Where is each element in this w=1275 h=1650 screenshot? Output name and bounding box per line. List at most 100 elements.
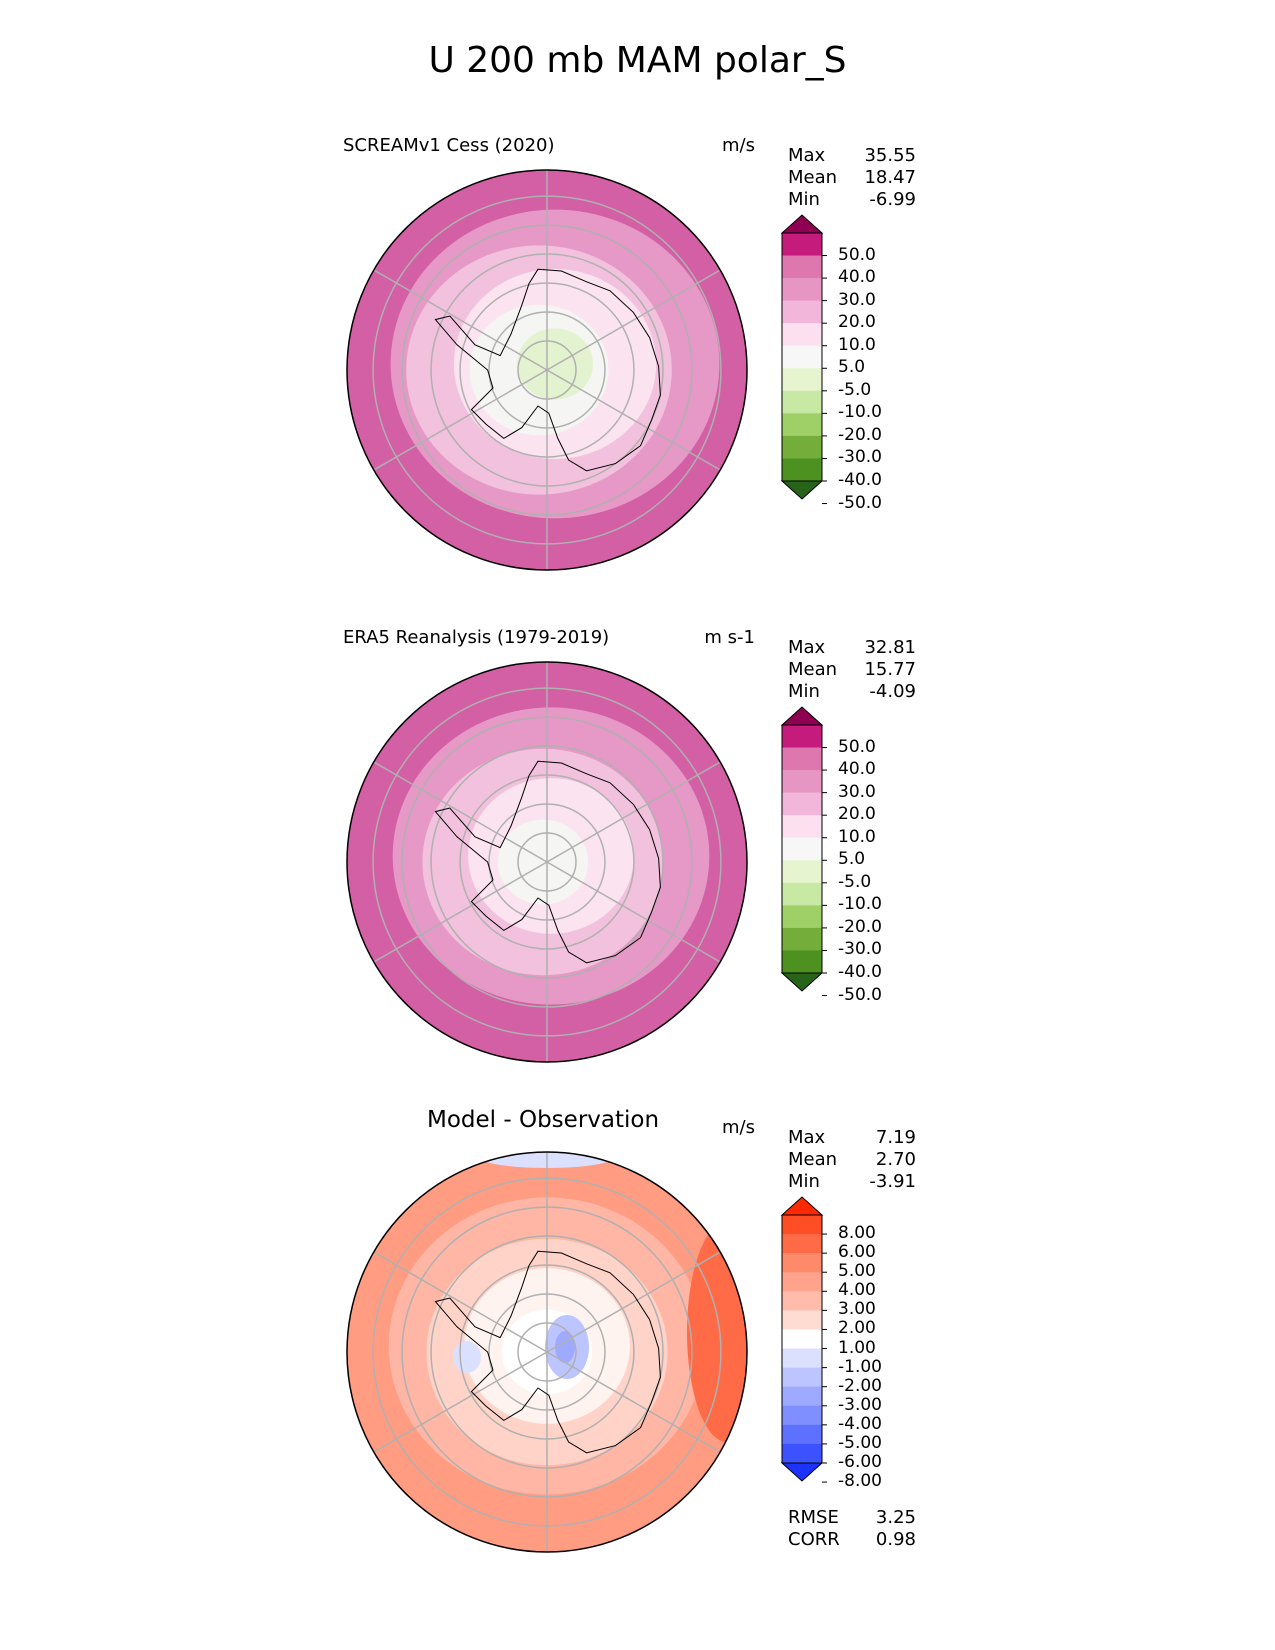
colorbar-tick-label: -6.00 bbox=[838, 1452, 882, 1472]
colorbar-segment bbox=[782, 1291, 822, 1311]
colorbar-segment bbox=[782, 1424, 822, 1445]
longitude-line bbox=[546, 761, 721, 863]
colorbar-tick-label: 20.0 bbox=[838, 804, 876, 825]
mean-label: Mean bbox=[788, 1149, 838, 1170]
colorbar-segment bbox=[782, 323, 822, 347]
colorbar-tick-label: -50.0 bbox=[838, 984, 882, 1005]
min-value: -6.99 bbox=[869, 189, 916, 210]
polar-map bbox=[346, 1151, 748, 1553]
colorbar-tick-label: 10.0 bbox=[838, 334, 876, 355]
colorbar-segment bbox=[782, 837, 822, 861]
colorbar-tick-label: -5.0 bbox=[838, 871, 872, 892]
field-layer bbox=[347, 170, 747, 570]
mean-value: 15.77 bbox=[864, 659, 916, 680]
longitude-line bbox=[373, 761, 548, 863]
colorbar-tick-label: 2.00 bbox=[838, 1318, 876, 1339]
colorbar-segment bbox=[782, 1310, 822, 1330]
field-contour-pos bbox=[687, 1222, 747, 1442]
metrics-box: RMSE 3.25 CORR 0.98 bbox=[788, 1507, 916, 1551]
polar-map bbox=[346, 661, 748, 1063]
field-contour-neg bbox=[453, 1341, 481, 1373]
rmse-label: RMSE bbox=[788, 1507, 839, 1528]
longitude-line bbox=[546, 369, 721, 471]
colorbar-extend-top bbox=[780, 706, 824, 726]
colorbar-segment bbox=[782, 905, 822, 929]
colorbar-tick-label: -30.0 bbox=[838, 939, 882, 960]
colorbar-tick-label: -2.00 bbox=[838, 1375, 882, 1396]
colorbar-segment bbox=[782, 300, 822, 324]
colorbar-segment bbox=[782, 1215, 822, 1235]
longitude-line bbox=[546, 269, 721, 371]
colorbar-tick-label: 50.0 bbox=[838, 736, 876, 757]
colorbar-segment bbox=[782, 815, 822, 839]
stats-box: Max 7.19 Mean 2.70 Min -3.91 bbox=[788, 1127, 916, 1193]
map-boundary bbox=[346, 169, 748, 571]
colorbar bbox=[780, 706, 827, 997]
min-value: -4.09 bbox=[869, 681, 916, 702]
colorbar-tick-label: 4.00 bbox=[838, 1280, 876, 1301]
colorbar-tick-label: -1.00 bbox=[838, 1356, 882, 1377]
colorbar-segment bbox=[782, 860, 822, 884]
min-value: -3.91 bbox=[869, 1171, 916, 1192]
max-value: 32.81 bbox=[864, 637, 916, 658]
stats-box: Max 32.81 Mean 15.77 Min -4.09 bbox=[788, 637, 916, 703]
map-boundary bbox=[346, 661, 748, 1063]
field-layer bbox=[347, 662, 747, 1062]
colorbar-tick-label: -20.0 bbox=[838, 916, 882, 937]
colorbar-segment bbox=[782, 1443, 822, 1464]
colorbar-segment bbox=[782, 1329, 822, 1350]
colorbar-tick-label: -30.0 bbox=[838, 447, 882, 468]
panel-difference: Model - Observation m/s Max 7.19 Mean 2.70… bbox=[0, 1107, 1275, 1587]
colorbar-tick-label: 3.00 bbox=[838, 1299, 876, 1320]
colorbar-tick-label: -40.0 bbox=[838, 470, 882, 490]
colorbar-segment bbox=[782, 792, 822, 816]
field-contour-6 bbox=[497, 819, 589, 905]
colorbar-segment bbox=[782, 882, 822, 906]
colorbar-tick-label: -4.00 bbox=[838, 1413, 882, 1434]
stats-box: Max 35.55 Mean 18.47 Min -6.99 bbox=[788, 145, 916, 211]
colorbar-tick-label: 50.0 bbox=[838, 244, 876, 265]
colorbar-tick-label: 10.0 bbox=[838, 826, 876, 847]
colorbar-tick-label: 8.00 bbox=[838, 1223, 876, 1244]
max-label: Max bbox=[788, 1127, 826, 1148]
colorbar-segment bbox=[782, 1405, 822, 1426]
panel-model: SCREAMv1 Cess (2020) m/s Max 35.55 Mean 18… bbox=[0, 125, 1275, 605]
colorbar-segment bbox=[782, 1272, 822, 1292]
colorbar-segment bbox=[782, 255, 822, 279]
corr-label: CORR bbox=[788, 1529, 840, 1550]
min-label: Min bbox=[788, 681, 820, 702]
colorbar-segment bbox=[782, 413, 822, 437]
colorbar-extend-bottom bbox=[780, 1462, 824, 1482]
colorbar-tick-label: -40.0 bbox=[838, 962, 882, 982]
corr-value: 0.98 bbox=[875, 1529, 916, 1550]
longitude-line bbox=[373, 861, 548, 963]
colorbar-segment bbox=[782, 1234, 822, 1254]
colorbar-tick-label: -10.0 bbox=[838, 894, 882, 915]
colorbar-tick-label: 5.00 bbox=[838, 1261, 876, 1282]
antarctica-coastline bbox=[434, 1250, 661, 1454]
colorbar-segment bbox=[782, 435, 822, 459]
colorbar-tick-label: -20.0 bbox=[838, 424, 882, 445]
colorbar-frame bbox=[781, 724, 823, 974]
colorbar-segment bbox=[782, 1386, 822, 1407]
polar-map bbox=[346, 169, 748, 571]
mean-value: 18.47 bbox=[864, 167, 916, 188]
colorbar-segment bbox=[782, 278, 822, 302]
colorbar-tick-label: -8.00 bbox=[838, 1471, 882, 1492]
colorbar-segment bbox=[782, 927, 822, 951]
longitude-line bbox=[373, 1251, 548, 1353]
colorbar-frame bbox=[781, 1214, 823, 1464]
colorbar-segment bbox=[782, 368, 822, 392]
rmse-value: 3.25 bbox=[875, 1507, 916, 1528]
colorbar-tick-label: -10.0 bbox=[838, 402, 882, 423]
colorbar-tick-label: 40.0 bbox=[838, 759, 876, 780]
max-label: Max bbox=[788, 637, 826, 658]
units-label: m/s bbox=[722, 135, 755, 156]
colorbar bbox=[780, 214, 827, 505]
longitude-line bbox=[546, 861, 721, 963]
colorbar-tick-label: 5.0 bbox=[838, 849, 866, 870]
max-value: 7.19 bbox=[875, 1127, 916, 1148]
max-label: Max bbox=[788, 145, 826, 166]
colorbar-segment bbox=[782, 390, 822, 414]
antarctica-coastline bbox=[434, 268, 661, 472]
